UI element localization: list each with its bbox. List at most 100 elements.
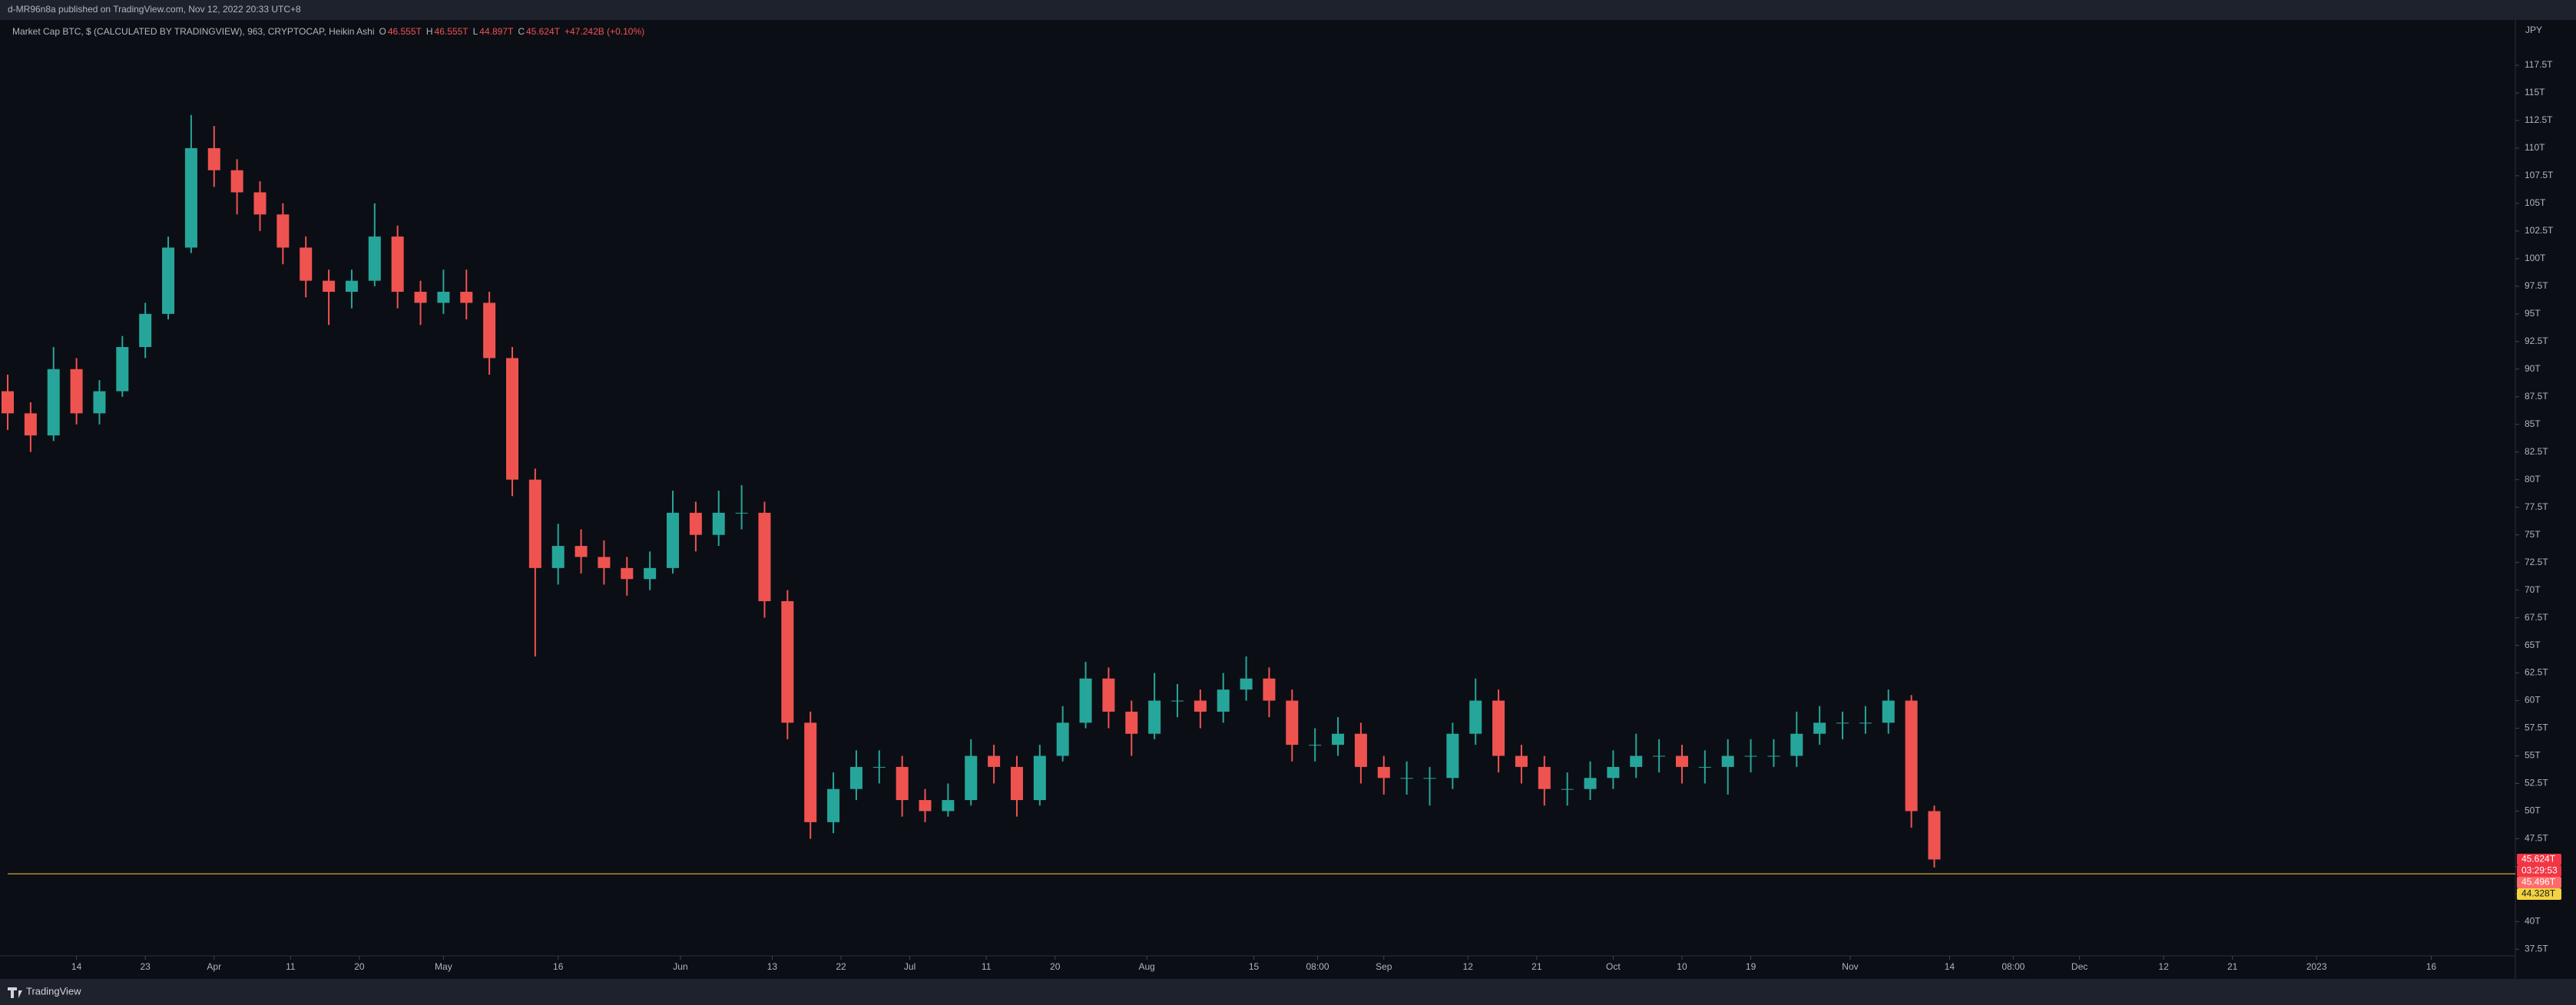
price-tag: 45.624T: [2521, 854, 2556, 864]
candle-body: [139, 313, 152, 348]
x-tick-label: 19: [1746, 961, 1757, 972]
candle-body: [1515, 755, 1528, 767]
candle-body: [1010, 766, 1023, 801]
candle-body: [391, 236, 404, 293]
candle-body: [1813, 722, 1826, 734]
price-line-tag-box: [2517, 888, 2561, 900]
candle-body: [184, 147, 197, 248]
candle-body: [253, 192, 267, 215]
candle-body: [47, 369, 60, 436]
candle-body: [1377, 766, 1390, 779]
countdown: 03:29:53: [2521, 865, 2558, 876]
y-tick-label: 47.5T: [2525, 833, 2548, 844]
candle-body: [872, 766, 886, 768]
legend-text: +47.242B (+0.10%): [565, 26, 644, 37]
candle-body: [1102, 678, 1115, 712]
brand-logo: [8, 987, 22, 998]
candle-body: [1721, 755, 1734, 767]
y-tick-label: 67.5T: [2525, 612, 2548, 623]
candle-body: [1194, 700, 1207, 712]
legend-text: Market Cap BTC, $ (CALCULATED BY TRADING…: [12, 26, 374, 37]
candle-body: [93, 391, 106, 414]
candle-body: [116, 347, 129, 392]
candle-body: [2, 391, 14, 414]
candle-body: [896, 766, 909, 801]
candle-body: [1332, 733, 1345, 745]
candle-body: [1492, 700, 1505, 756]
legend-text: 44.897T: [479, 26, 514, 37]
y-tick-label: 115T: [2525, 87, 2545, 98]
candle-body: [827, 788, 840, 822]
candle-body: [712, 512, 725, 535]
candle-body: [345, 280, 358, 293]
y-tick-label: 112.5T: [2525, 114, 2553, 125]
y-tick-label: 117.5T: [2525, 59, 2553, 70]
y-tick-label: 65T: [2525, 640, 2541, 650]
candle-body: [804, 722, 817, 822]
y-tick-label: 100T: [2525, 253, 2546, 263]
candle-body: [24, 413, 37, 436]
x-tick-label: 08:00: [2002, 961, 2025, 972]
candle-body: [483, 302, 496, 359]
candle-body: [1148, 700, 1161, 734]
legend: Market Cap BTC, $ (CALCULATED BY TRADING…: [12, 26, 644, 37]
candle-body: [1217, 689, 1230, 712]
candle-body: [1263, 678, 1276, 701]
x-tick-label: 11: [982, 961, 992, 972]
x-tick-label: Apr: [207, 961, 221, 972]
candle-body: [1607, 766, 1620, 779]
x-tick-label: 13: [767, 961, 778, 972]
y-tick-label: 40T: [2525, 916, 2541, 927]
candle-body: [1905, 700, 1918, 812]
y-tick-label: 97.5T: [2525, 280, 2548, 291]
candle-body: [368, 236, 381, 281]
candle-body: [758, 512, 771, 602]
x-tick-label: 08:00: [1306, 961, 1329, 972]
x-tick-label: 2023: [2306, 961, 2327, 972]
y-tick-label: 37.5T: [2525, 944, 2548, 954]
candle-body: [1836, 722, 1849, 724]
candle-body: [919, 800, 932, 812]
x-tick-label: 12: [1463, 961, 1474, 972]
x-tick-label: 14: [71, 961, 82, 972]
candle-body: [644, 567, 657, 580]
x-tick-label: 16: [553, 961, 564, 972]
x-tick-label: 20: [354, 961, 365, 972]
y-tick-label: 95T: [2525, 308, 2541, 319]
candle-body: [781, 601, 794, 723]
y-tick-label: 110T: [2525, 142, 2545, 153]
candle-body: [1079, 678, 1092, 723]
x-tick-label: 16: [2426, 961, 2437, 972]
candle-body: [460, 292, 473, 303]
candle-body: [505, 358, 518, 480]
candle-body: [276, 214, 290, 248]
x-tick-label: 12: [2158, 961, 2169, 972]
price-tag-box: [2517, 853, 2561, 865]
brand-name: TradingView: [26, 985, 81, 997]
candle-body: [1630, 755, 1643, 767]
x-tick-label: 10: [1677, 961, 1687, 972]
candle-body: [207, 147, 220, 170]
x-tick-label: Jun: [673, 961, 687, 972]
candle-body: [323, 280, 336, 293]
legend-text: 46.555T: [435, 26, 469, 37]
price-tag-box: [2517, 876, 2561, 888]
y-tick-label: 62.5T: [2525, 667, 2548, 678]
y-tick-label: 70T: [2525, 584, 2541, 595]
y-tick-label: 60T: [2525, 695, 2541, 706]
candle-body: [735, 512, 748, 514]
y-tick-label: 105T: [2525, 197, 2546, 208]
candle-body: [1790, 733, 1803, 756]
candle-body: [230, 170, 243, 193]
candle-body: [1584, 778, 1597, 789]
candle-body: [1400, 778, 1413, 779]
y-tick-label: 80T: [2525, 474, 2541, 484]
candle-body: [942, 800, 955, 812]
legend-text: 45.624T: [526, 26, 561, 37]
candle-body: [1698, 766, 1711, 768]
x-tick-label: 22: [836, 961, 846, 972]
x-tick-label: Dec: [2071, 961, 2088, 972]
candle-body: [1882, 700, 1895, 723]
y-tick-label: 90T: [2525, 363, 2541, 374]
